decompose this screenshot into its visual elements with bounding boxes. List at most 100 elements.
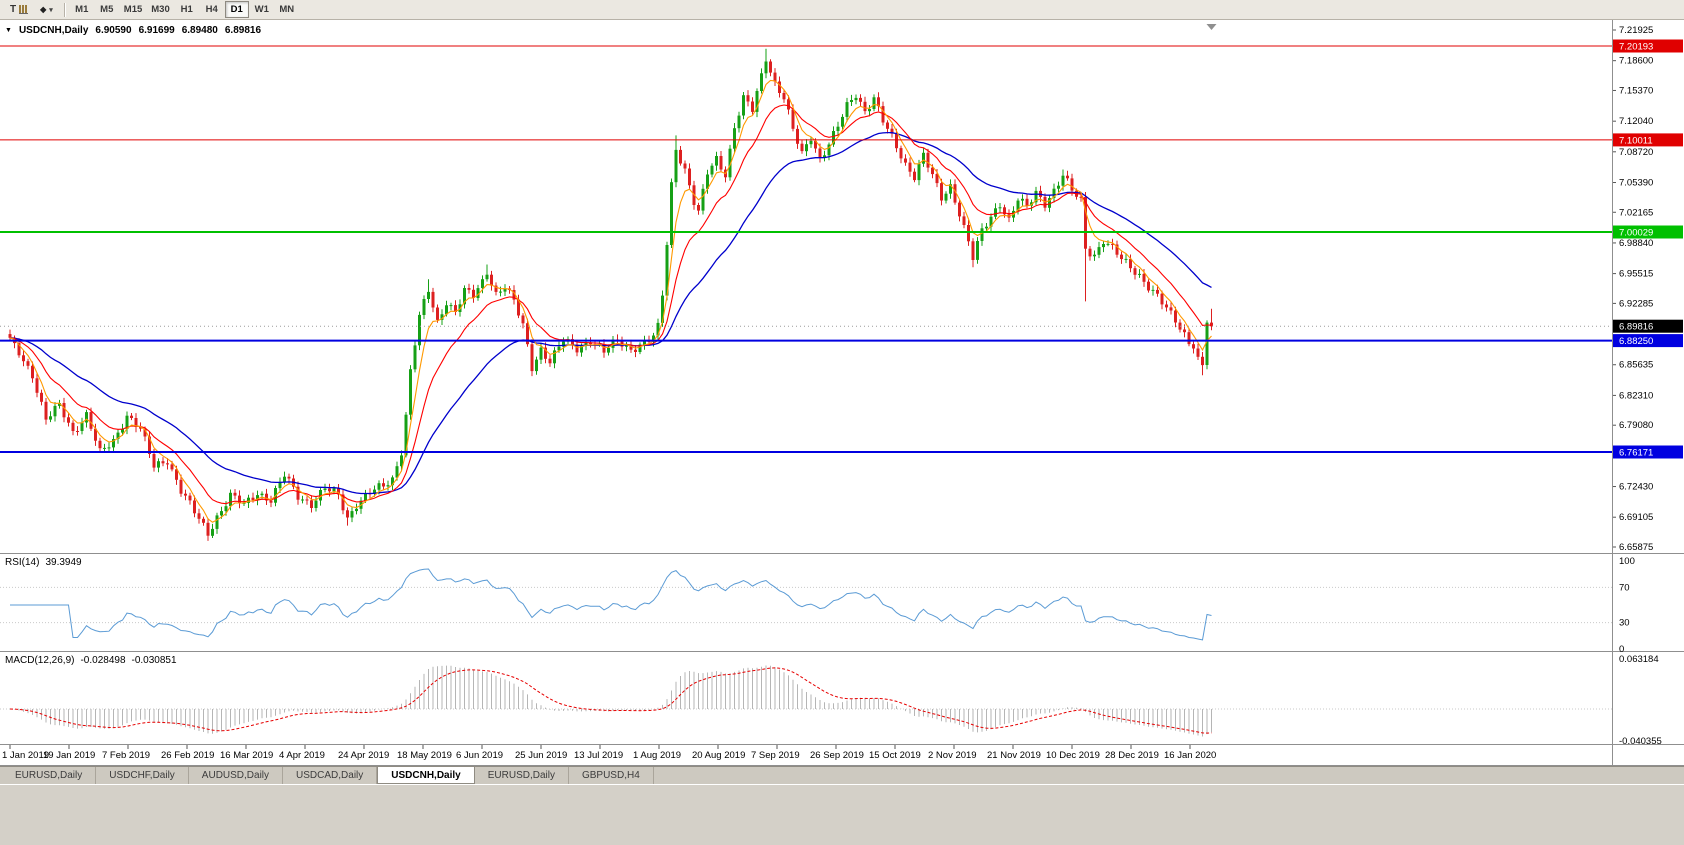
open-value: 6.90590 xyxy=(95,25,132,36)
svg-text:7.05390: 7.05390 xyxy=(1619,178,1653,189)
ma-slow-line xyxy=(9,131,1212,495)
svg-text:19 Jan 2019: 19 Jan 2019 xyxy=(43,750,95,761)
templates-button[interactable]: T xyxy=(4,2,34,18)
svg-text:6.98840: 6.98840 xyxy=(1619,238,1653,249)
svg-text:7.20193: 7.20193 xyxy=(1619,42,1653,53)
chart-tab-usdchf-daily[interactable]: USDCHF,Daily xyxy=(96,767,189,784)
toolbar-separator xyxy=(63,2,65,17)
svg-text:6.76171: 6.76171 xyxy=(1619,448,1653,459)
chart-ohlc-header: ▼ USDCNH,Daily 6.90590 6.91699 6.89480 6… xyxy=(5,25,261,36)
svg-text:7.00029: 7.00029 xyxy=(1619,228,1653,239)
macd-panel xyxy=(9,665,1212,737)
macd-name: MACD(12,26,9) xyxy=(5,655,75,666)
moving-averages xyxy=(9,79,1212,523)
chart-window[interactable]: 7.21925 7.18600 7.15370 7.12040 7.08720 7.053… xyxy=(0,20,1684,766)
candlesticks xyxy=(8,48,1213,541)
panel-borders xyxy=(0,20,1684,766)
svg-text:13 Jul 2019: 13 Jul 2019 xyxy=(574,750,623,761)
close-value: 6.89816 xyxy=(224,25,262,36)
svg-text:70: 70 xyxy=(1619,582,1630,593)
svg-text:21 Nov 2019: 21 Nov 2019 xyxy=(987,750,1041,761)
rsi-name: RSI(14) xyxy=(5,557,40,568)
svg-text:7 Feb 2019: 7 Feb 2019 xyxy=(102,750,150,761)
svg-text:7.02165: 7.02165 xyxy=(1619,207,1653,218)
svg-text:6.79080: 6.79080 xyxy=(1619,420,1653,431)
macd-signal-value: -0.030851 xyxy=(131,655,177,666)
svg-text:0.063184: 0.063184 xyxy=(1619,654,1659,665)
chart-mode-button[interactable]: ◆ ▾ xyxy=(34,2,59,18)
svg-text:24 Apr 2019: 24 Apr 2019 xyxy=(338,750,389,761)
svg-text:6.95515: 6.95515 xyxy=(1619,269,1653,280)
chart-tabs-bar: EURUSD,Daily USDCHF,Daily AUDUSD,Daily USDC… xyxy=(0,766,1684,784)
ma-mid-line xyxy=(9,104,1212,505)
templates-button-label: T xyxy=(10,4,17,15)
rsi-value: 39.3949 xyxy=(45,557,82,568)
svg-text:6.92285: 6.92285 xyxy=(1619,298,1653,309)
symbol-label: USDCNH,Daily xyxy=(18,25,89,36)
timeframe-button-m5[interactable]: M5 xyxy=(95,1,119,18)
svg-text:6.69105: 6.69105 xyxy=(1619,512,1653,523)
rsi-panel xyxy=(10,568,1212,641)
timeframe-button-mn[interactable]: MN xyxy=(275,1,299,18)
price-lines[interactable] xyxy=(0,45,1612,453)
svg-text:6.88250: 6.88250 xyxy=(1619,336,1653,347)
high-value: 6.91699 xyxy=(138,25,175,36)
status-area xyxy=(0,784,1684,845)
svg-text:16 Mar 2019: 16 Mar 2019 xyxy=(220,750,273,761)
low-value: 6.89480 xyxy=(181,25,218,36)
svg-text:7.18600: 7.18600 xyxy=(1619,56,1653,67)
svg-text:7.08720: 7.08720 xyxy=(1619,147,1653,158)
symbol-dropdown-icon[interactable]: ▼ xyxy=(5,27,12,34)
timeframe-toolbar: T ◆ ▾ M1 M5 M15 M30 H1 H4 D1 W1 MN xyxy=(0,0,1684,20)
chart-tab-gbpusd-h4[interactable]: GBPUSD,H4 xyxy=(569,767,654,784)
chart-tab-audusd-daily[interactable]: AUDUSD,Daily xyxy=(189,767,284,784)
chart-canvas[interactable]: 7.21925 7.18600 7.15370 7.12040 7.08720 7.053… xyxy=(0,20,1684,766)
svg-text:7.10011: 7.10011 xyxy=(1619,135,1653,146)
indicator-gridlines xyxy=(0,586,1612,710)
svg-text:0: 0 xyxy=(1619,644,1624,655)
svg-text:6.89816: 6.89816 xyxy=(1619,322,1653,333)
svg-text:10 Dec 2019: 10 Dec 2019 xyxy=(1046,750,1100,761)
svg-text:20 Aug 2019: 20 Aug 2019 xyxy=(692,750,745,761)
chart-tab-usdcnh-daily[interactable]: USDCNH,Daily xyxy=(377,767,475,784)
svg-text:16 Jan 2020: 16 Jan 2020 xyxy=(1164,750,1216,761)
timeframe-button-m15[interactable]: M15 xyxy=(120,1,146,18)
svg-text:25 Jun 2019: 25 Jun 2019 xyxy=(515,750,567,761)
svg-text:6 Jun 2019: 6 Jun 2019 xyxy=(456,750,503,761)
svg-text:7.15370: 7.15370 xyxy=(1619,86,1653,97)
chart-tab-usdcad-daily[interactable]: USDCAD,Daily xyxy=(283,767,378,784)
svg-text:6.72430: 6.72430 xyxy=(1619,482,1653,493)
caret-down-icon: ▾ xyxy=(49,6,53,14)
svg-text:7.21925: 7.21925 xyxy=(1619,25,1653,36)
svg-text:2 Nov 2019: 2 Nov 2019 xyxy=(928,750,977,761)
chart-mode-icon: ◆ xyxy=(40,5,47,14)
svg-text:6.82310: 6.82310 xyxy=(1619,390,1653,401)
price-axis: 7.21925 7.18600 7.15370 7.12040 7.08720 7.053… xyxy=(1613,25,1683,747)
timeframe-button-d1[interactable]: D1 xyxy=(224,1,249,18)
svg-text:30: 30 xyxy=(1619,618,1630,629)
rsi-indicator-label: RSI(14) 39.3949 xyxy=(5,557,82,568)
timeframe-button-w1[interactable]: W1 xyxy=(250,1,274,18)
macd-value: -0.028498 xyxy=(80,655,126,666)
svg-text:18 May 2019: 18 May 2019 xyxy=(397,750,452,761)
svg-text:26 Feb 2019: 26 Feb 2019 xyxy=(161,750,214,761)
timeframe-button-m30[interactable]: M30 xyxy=(147,1,173,18)
svg-text:28 Dec 2019: 28 Dec 2019 xyxy=(1105,750,1159,761)
svg-text:15 Oct 2019: 15 Oct 2019 xyxy=(869,750,921,761)
svg-text:26 Sep 2019: 26 Sep 2019 xyxy=(810,750,864,761)
chart-tab-eurusd-daily[interactable]: EURUSD,Daily xyxy=(2,767,97,784)
svg-text:7 Sep 2019: 7 Sep 2019 xyxy=(751,750,800,761)
svg-text:1 Jan 2019: 1 Jan 2019 xyxy=(2,750,49,761)
svg-text:7.12040: 7.12040 xyxy=(1619,116,1653,127)
svg-text:100: 100 xyxy=(1619,556,1635,567)
macd-indicator-label: MACD(12,26,9) -0.028498 -0.030851 xyxy=(5,655,177,666)
ma-fast-line xyxy=(9,79,1212,523)
svg-text:1 Aug 2019: 1 Aug 2019 xyxy=(633,750,681,761)
timeframe-button-m1[interactable]: M1 xyxy=(70,1,94,18)
chart-tab-eurusd-daily[interactable]: EURUSD,Daily xyxy=(475,767,569,784)
timeframe-button-h1[interactable]: H1 xyxy=(175,1,199,18)
mini-chart-icon xyxy=(19,5,29,14)
svg-text:6.65875: 6.65875 xyxy=(1619,542,1653,553)
timeframe-button-h4[interactable]: H4 xyxy=(200,1,224,18)
